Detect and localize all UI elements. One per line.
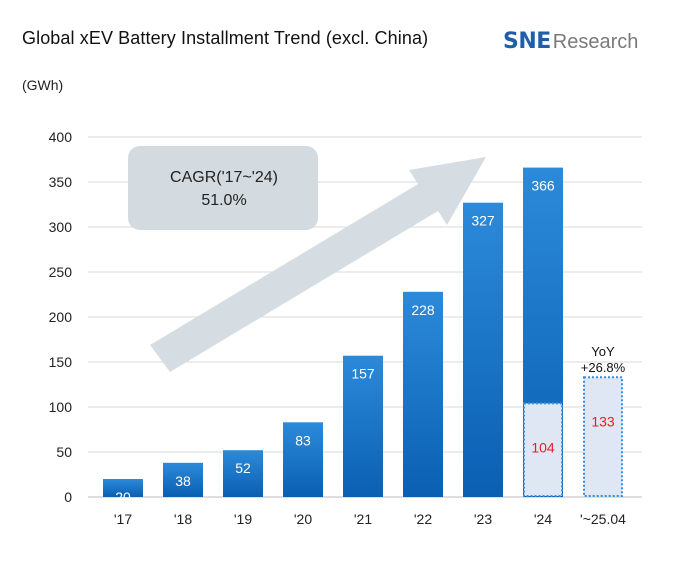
bar <box>463 202 503 497</box>
partial-bar-value-label: 104 <box>531 439 555 455</box>
x-tick-label: '~25.04 <box>580 511 626 527</box>
growth-arrow-shape <box>150 157 486 372</box>
y-tick-label: 100 <box>49 399 73 415</box>
bar <box>103 479 143 497</box>
bar-value-label: 38 <box>175 473 191 489</box>
x-tick-label: '23 <box>474 511 492 527</box>
cagr-callout: CAGR('17~'24) 51.0% <box>128 146 318 230</box>
bar-value-label: 157 <box>351 366 375 382</box>
x-tick-label: '19 <box>234 511 252 527</box>
cagr-value: 51.0% <box>201 192 246 209</box>
y-tick-label: 50 <box>56 444 72 460</box>
y-tick-label: 200 <box>49 309 73 325</box>
bar <box>343 355 383 497</box>
y-tick-label: 150 <box>49 354 73 370</box>
bar-value-label: 83 <box>295 432 311 448</box>
bar-value-label: 327 <box>471 213 495 229</box>
bar <box>283 422 323 497</box>
bar-value-label: 20 <box>115 489 131 505</box>
bar <box>403 291 443 497</box>
x-tick-label: '20 <box>294 511 312 527</box>
x-tick-label: '21 <box>354 511 372 527</box>
y-axis-ticks: 0 50 100 150 200 250 300 350 400 <box>49 129 73 505</box>
partial-bar <box>523 402 563 497</box>
growth-arrow <box>150 157 486 372</box>
x-tick-label: '22 <box>414 511 432 527</box>
partial-bar-value-label: 133 <box>591 413 615 429</box>
y-tick-label: 250 <box>49 264 73 280</box>
yoy-label: YoY <box>591 344 615 359</box>
cagr-box <box>128 146 318 230</box>
partial-bar <box>583 376 623 497</box>
y-tick-label: 300 <box>49 219 73 235</box>
bar-value-label: 366 <box>531 178 555 194</box>
x-axis-ticks: '17 '18 '19 '20 '21 '22 '23 '24 '~25.04 <box>114 511 626 527</box>
cagr-label: CAGR('17~'24) <box>170 169 278 186</box>
y-tick-label: 350 <box>49 174 73 190</box>
y-axis-unit: (GWh) <box>22 77 64 93</box>
chart-title: Global xEV Battery Installment Trend (ex… <box>22 28 429 48</box>
bar-value-label: 52 <box>235 460 251 476</box>
x-tick-label: '17 <box>114 511 132 527</box>
x-tick-label: '18 <box>174 511 192 527</box>
x-tick-label: '24 <box>534 511 552 527</box>
bar <box>223 450 263 497</box>
bar <box>163 462 203 497</box>
sne-research-logo: SNE Research <box>503 30 638 54</box>
y-tick-label: 0 <box>64 489 72 505</box>
yoy-value: +26.8% <box>581 360 626 375</box>
logo-mark: SNE <box>503 29 551 54</box>
y-tick-label: 400 <box>49 129 73 145</box>
logo-word: Research <box>552 31 639 53</box>
bars: 20 38 52 83 157 228 327 366 104 133 YoY+26.8% <box>103 167 626 505</box>
bar-value-label: 228 <box>411 302 435 318</box>
